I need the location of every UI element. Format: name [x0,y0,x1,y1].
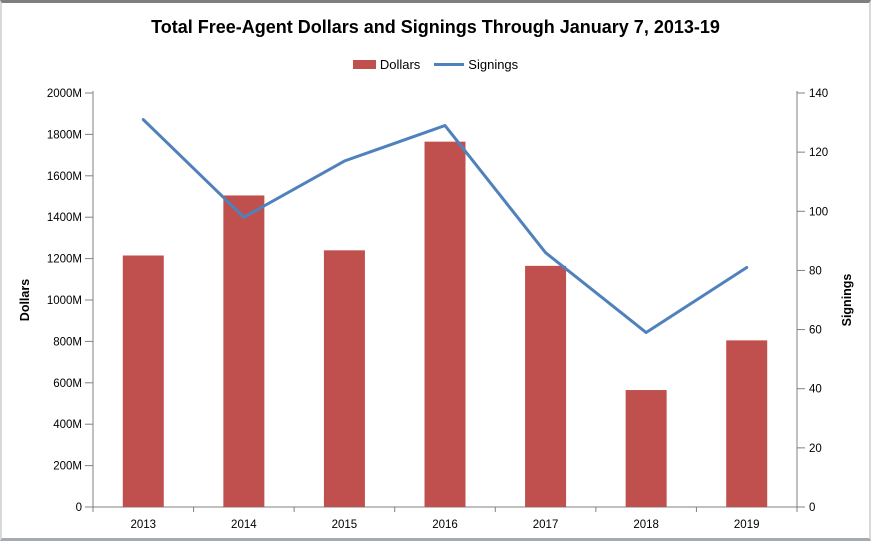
signings-legend-label: Signings [468,57,519,72]
right-axis-tick-label: 100 [809,206,828,218]
right-axis-tick-label: 80 [809,265,822,277]
chart-title: Total Free-Agent Dollars and Signings Th… [151,17,720,37]
legend-item-signings: Signings [434,57,518,72]
left-axis-tick-label: 800M [53,336,82,348]
right-axis-tick-label: 20 [809,443,822,455]
bar-2017 [525,265,567,507]
right-axis-tick-label: 60 [809,325,822,337]
left-axis-tick-label: 600M [53,378,82,390]
plot-area: 0 200M 400M 600M 800M 1000M 1200M 1400M 1600M 180… [18,88,854,531]
left-axis-tick-label: 400M [53,419,82,431]
right-axis-title: Signings [840,274,854,327]
x-axis-category-label: 2015 [332,519,358,531]
x-axis-category-label: 2013 [130,519,156,531]
x-axis-category-label: 2019 [734,519,760,531]
bar-2018 [625,390,667,507]
right-axis-tick-label: 120 [809,147,828,159]
left-axis-tick-label: 2000M [47,88,82,100]
right-axis-tick-label: 40 [809,384,822,396]
left-axis-tick-label: 1400M [47,212,82,224]
left-axis-tick-label: 200M [53,461,82,473]
left-axis-tick-label: 1200M [47,254,82,266]
right-axis-tick-label: 140 [809,88,828,100]
x-axis-category-label: 2016 [432,519,458,531]
signings-line [141,118,749,335]
signings-series-swatch [434,63,465,66]
bar-2019 [726,340,768,507]
bar-2015 [323,250,365,507]
legend-item-dollars: Dollars [352,57,421,72]
x-axis-category-label: 2017 [533,519,559,531]
bar-2013 [122,255,164,507]
left-axis-tick-label: 1600M [47,171,82,183]
left-axis-title: Dollars [18,279,32,321]
bar-2016 [424,141,466,507]
chart-legend: Dollars Signings [2,57,869,72]
right-axis-tick-label: 0 [809,502,815,514]
left-axis-tick-label: 0 [76,502,82,514]
left-axis-tick-label: 1000M [47,295,82,307]
x-axis-category-label: 2018 [633,519,659,531]
x-axis-category-label: 2014 [231,519,257,531]
dollars-legend-label: Dollars [379,57,421,72]
dollars-series-swatch [352,60,376,69]
left-axis-tick-label: 1800M [47,129,82,141]
bar-2014 [223,195,265,507]
